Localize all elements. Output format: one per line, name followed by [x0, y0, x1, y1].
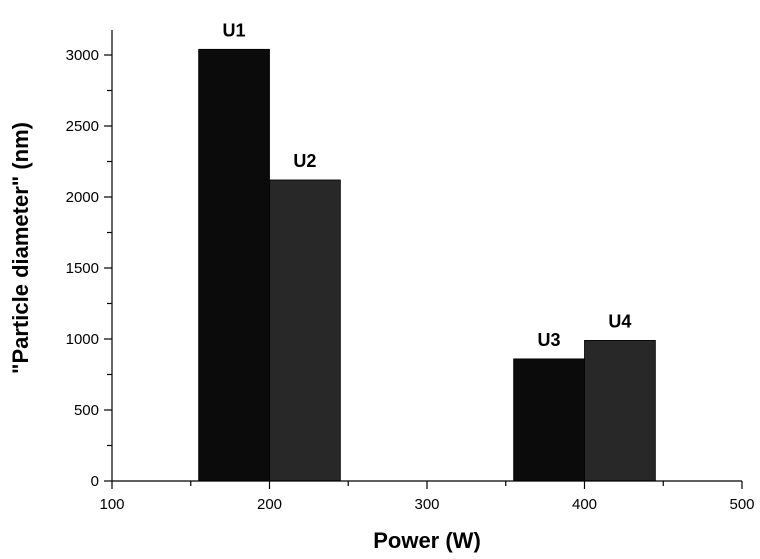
bar-label-u3: U3 [538, 330, 561, 350]
y-tick-label: 1500 [66, 260, 99, 277]
y-tick-label: 500 [74, 402, 99, 419]
bar-label-u2: U2 [293, 151, 316, 171]
x-tick-label: 300 [414, 496, 439, 513]
x-tick-label: 400 [572, 496, 597, 513]
bars-layer [198, 48, 656, 482]
x-ticks-layer: 100 200 300 400 500 [99, 481, 755, 513]
bar-u1 [198, 48, 270, 482]
y-tick-label: 2500 [66, 118, 99, 135]
bar-label-u1: U1 [223, 20, 246, 40]
y-tick-label: 3000 [66, 47, 99, 64]
bar-labels-layer: U1 U2 U3 U4 [223, 20, 632, 350]
bar-u3 [513, 358, 585, 482]
bar-u2 [269, 179, 341, 482]
y-axis-title: "Particle diameter" (nm) [8, 122, 33, 374]
bar-label-u4: U4 [608, 311, 631, 331]
y-tick-label: 2000 [66, 189, 99, 206]
bar-u4 [584, 340, 656, 482]
y-ticks-layer: 0 500 1000 1500 2000 2500 3000 [66, 47, 112, 490]
x-axis-title: Power (W) [373, 528, 481, 553]
x-tick-label: 500 [729, 496, 754, 513]
x-tick-label: 200 [257, 496, 282, 513]
x-tick-label: 100 [99, 496, 124, 513]
y-tick-label: 1000 [66, 331, 99, 348]
y-tick-label: 0 [91, 473, 99, 490]
